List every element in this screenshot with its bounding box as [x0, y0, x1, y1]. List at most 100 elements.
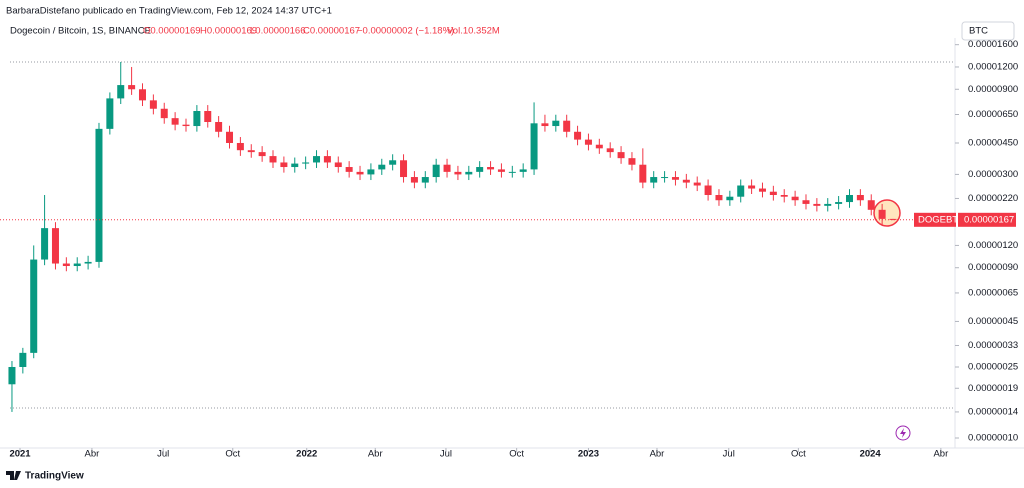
candle-body [715, 195, 723, 201]
candle-body [650, 177, 658, 183]
candle-body [378, 164, 386, 170]
x-tick-label: Abr [933, 449, 948, 460]
current-price-name-tag [914, 212, 956, 227]
symbol: Dogecoin / Bitcoin, 1S, BINANCE [10, 26, 151, 37]
candle-body [856, 195, 864, 201]
candle-body [671, 177, 679, 180]
candle-body [117, 85, 125, 99]
candle-body [62, 263, 70, 267]
brand-logo [6, 471, 21, 480]
candle-body [748, 185, 756, 189]
candle-body [530, 123, 538, 170]
candle-body [432, 164, 440, 178]
candle-body [639, 164, 647, 183]
currency-button[interactable] [961, 21, 1015, 41]
candle-body [367, 169, 375, 175]
candle-body [606, 148, 614, 153]
candle-body [867, 200, 875, 210]
candle-body [726, 196, 734, 201]
candle-body [128, 85, 136, 90]
candle-body [584, 139, 592, 145]
candle-body [226, 131, 234, 143]
candle-body [138, 89, 146, 101]
candle-body [247, 150, 255, 153]
candle-body [410, 177, 418, 183]
ohlc-close: C0.00000167 [303, 26, 360, 37]
x-tick-label: Jul [157, 449, 169, 460]
candle-body [541, 123, 549, 127]
candle-body [291, 163, 299, 168]
ohlc-high: H0.00000169 [200, 26, 257, 37]
x-tick-label: Oct [509, 449, 524, 460]
candle-body [497, 169, 505, 172]
current-price-tag [958, 212, 1016, 227]
candle-body [519, 169, 527, 172]
candle-body [704, 185, 712, 196]
y-tick-label: 0.00000010 [968, 433, 1018, 444]
event-icon-bolt [900, 428, 906, 438]
candle-body [302, 162, 310, 164]
candle-body [215, 121, 223, 132]
ohlc-open: O0.00000169 [143, 26, 201, 37]
candle-body [41, 228, 49, 260]
candle-body [476, 167, 484, 172]
candle-body [171, 118, 179, 125]
x-tick-label: Abr [368, 449, 383, 460]
x-tick-label: 2022 [296, 449, 317, 460]
candle-body [356, 171, 364, 175]
candle-body [595, 144, 603, 149]
candle-body [51, 228, 59, 264]
candle-body [160, 108, 168, 119]
y-tick-label: 0.00000300 [968, 169, 1018, 180]
x-tick-label: 2023 [578, 449, 599, 460]
candle-body [835, 202, 843, 204]
candle-body [628, 158, 636, 165]
current-price-name: DOGEBTC [918, 214, 965, 225]
candle-body [258, 152, 266, 157]
candle-body [30, 259, 38, 353]
candle-body [563, 120, 571, 132]
x-tick-label: Oct [791, 449, 806, 460]
candle-body [465, 171, 473, 175]
y-tick-label: 0.00000014 [968, 406, 1018, 417]
x-tick-label: Abr [650, 449, 665, 460]
highlight-circle [873, 199, 901, 227]
candle-body [323, 156, 331, 163]
ohlc-low: L0.00000166 [250, 26, 305, 37]
candle-body [106, 98, 114, 129]
candle-body [682, 179, 690, 183]
candle-body [661, 177, 669, 179]
candle-body [454, 171, 462, 175]
brand: TradingView [6, 471, 84, 482]
candle-body [389, 160, 397, 165]
x-tick-label: Jul [723, 449, 735, 460]
candle-body [824, 203, 832, 206]
x-tick-label: Abr [85, 449, 100, 460]
x-tick-label: 2024 [860, 449, 882, 460]
candle-body [313, 156, 321, 163]
y-tick-label: 0.00000033 [968, 340, 1018, 351]
candle-body [204, 110, 212, 122]
y-tick-label: 0.00001600 [968, 39, 1018, 50]
current-price-label: 0.00000167 [964, 214, 1014, 225]
candle-body [280, 162, 288, 168]
y-tick-label: 0.00000090 [968, 262, 1018, 273]
candle-body [758, 188, 766, 192]
candle-body [443, 164, 451, 172]
x-tick-label: Jul [440, 449, 452, 460]
candle-body [334, 162, 342, 168]
candle-body [19, 352, 27, 367]
brand-name: TradingView [25, 471, 84, 482]
candle-body [236, 142, 244, 151]
candle-body [574, 131, 582, 140]
candle-body [400, 160, 408, 178]
y-tick-label: 0.00000120 [968, 240, 1018, 251]
ohlc-change: −0.00000002 (−1.18%) [357, 26, 454, 37]
candle-body [182, 124, 190, 127]
y-tick-label: 0.00000900 [968, 84, 1018, 95]
y-tick-label: 0.00000065 [968, 287, 1018, 298]
y-tick-label: 0.00000650 [968, 109, 1018, 120]
candle-body [95, 128, 103, 262]
